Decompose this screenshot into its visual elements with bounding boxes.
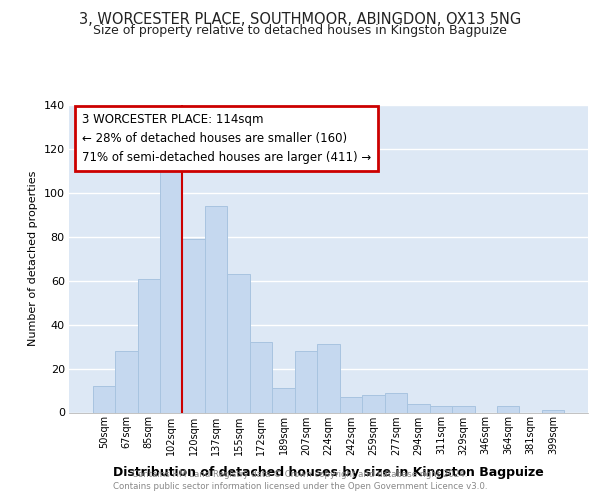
Bar [385,392,407,412]
Bar [92,386,115,412]
Bar [295,351,317,412]
Text: 3, WORCESTER PLACE, SOUTHMOOR, ABINGDON, OX13 5NG: 3, WORCESTER PLACE, SOUTHMOOR, ABINGDON,… [79,12,521,28]
Text: Size of property relative to detached houses in Kingston Bagpuize: Size of property relative to detached ho… [93,24,507,37]
Text: Contains HM Land Registry data © Crown copyright and database right 2024.: Contains HM Land Registry data © Crown c… [132,470,468,479]
Text: 3 WORCESTER PLACE: 114sqm
← 28% of detached houses are smaller (160)
71% of semi: 3 WORCESTER PLACE: 114sqm ← 28% of detac… [82,112,371,164]
Bar [542,410,565,412]
Bar [362,395,385,412]
Bar [452,406,475,412]
Y-axis label: Number of detached properties: Number of detached properties [28,171,38,346]
Bar [227,274,250,412]
Bar [407,404,430,412]
Bar [205,206,227,412]
Bar [182,239,205,412]
Text: Contains public sector information licensed under the Open Government Licence v3: Contains public sector information licen… [113,482,487,491]
Bar [137,278,160,412]
Bar [115,351,137,412]
Bar [317,344,340,412]
Bar [340,397,362,412]
Bar [250,342,272,412]
Bar [160,166,182,412]
Bar [430,406,452,412]
Bar [272,388,295,412]
Bar [497,406,520,412]
X-axis label: Distribution of detached houses by size in Kingston Bagpuize: Distribution of detached houses by size … [113,466,544,479]
